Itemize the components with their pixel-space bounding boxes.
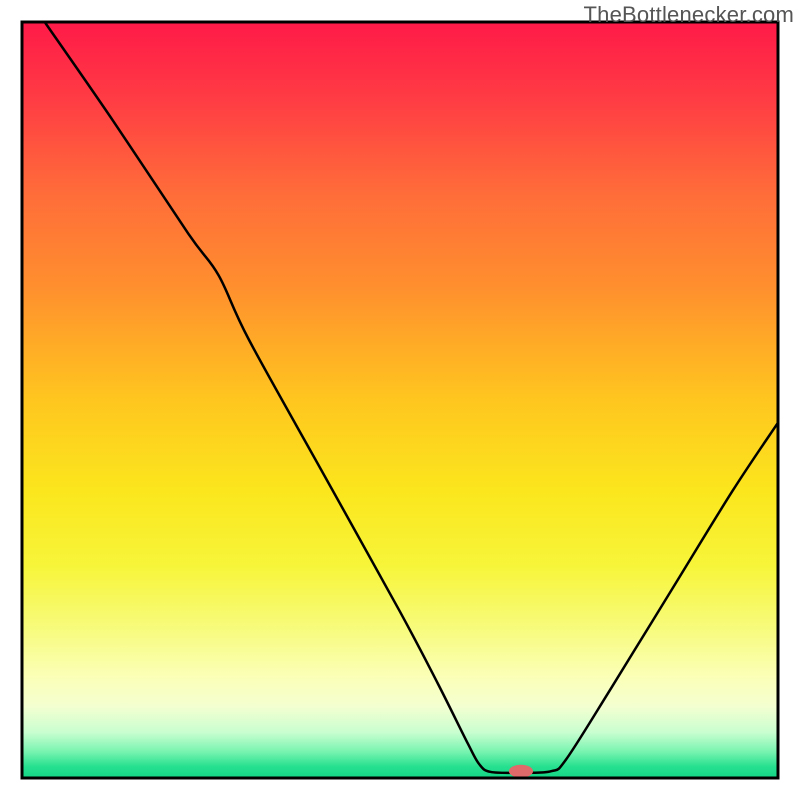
chart-background <box>22 22 778 778</box>
optimal-marker <box>509 765 533 778</box>
bottleneck-chart <box>0 0 800 800</box>
watermark-text: TheBottlenecker.com <box>584 2 794 28</box>
